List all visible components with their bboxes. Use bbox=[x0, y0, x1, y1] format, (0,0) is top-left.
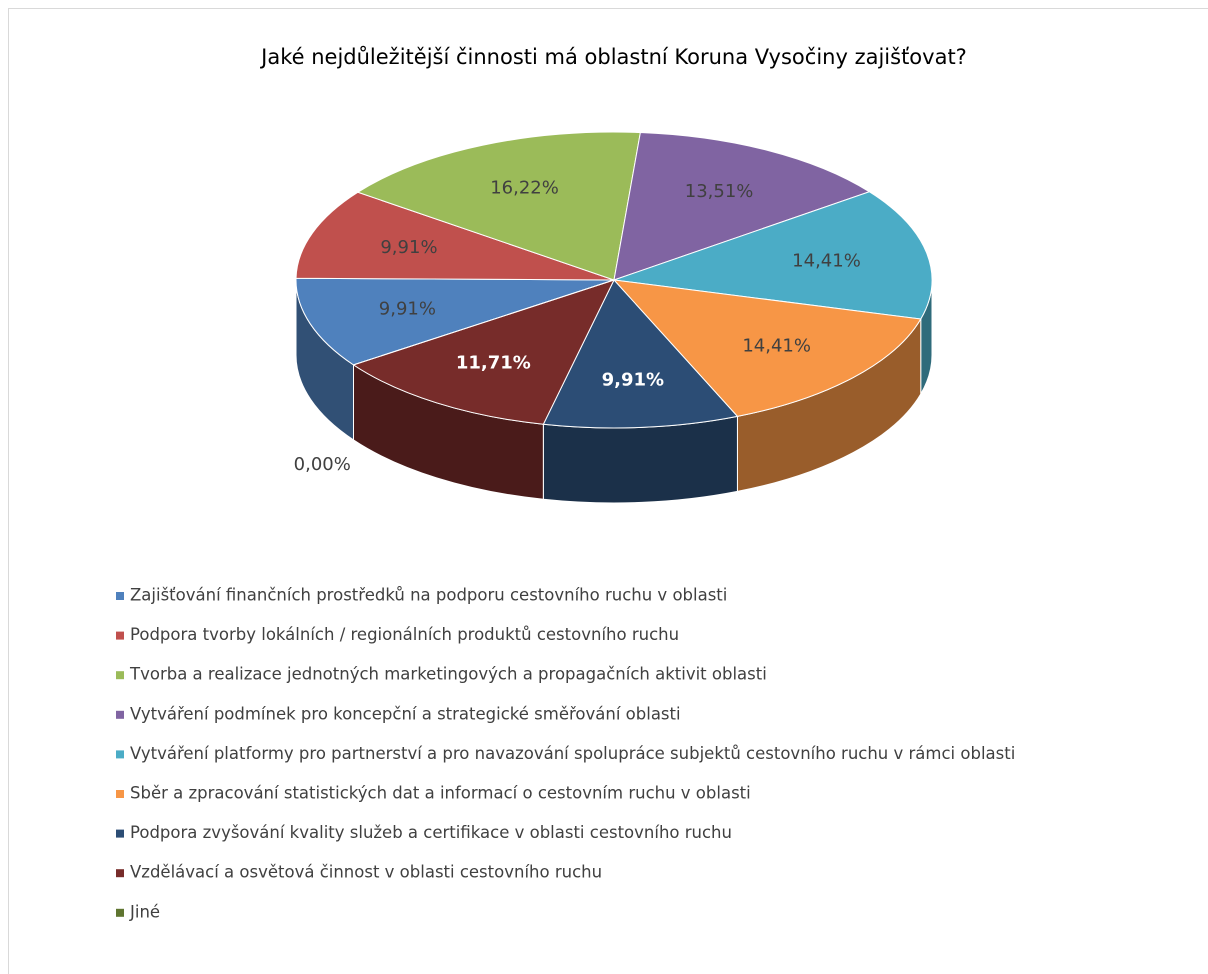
legend-swatch bbox=[116, 908, 124, 917]
slice bbox=[542, 279, 739, 429]
legend-label: Jiné bbox=[129, 902, 160, 921]
legend-swatch bbox=[116, 631, 124, 640]
legend-swatch bbox=[116, 750, 124, 759]
slice bbox=[295, 277, 615, 366]
data-label: 16,22% bbox=[490, 177, 559, 198]
slice bbox=[356, 131, 641, 281]
slice bbox=[613, 131, 871, 281]
legend-label: Vzdělávací a osvětová činnost v oblasti … bbox=[130, 863, 602, 882]
data-label: 14,41% bbox=[742, 335, 811, 356]
slice bbox=[352, 279, 615, 425]
data-label: 9,91% bbox=[379, 299, 436, 320]
legend-label: Vytváření platformy pro partnerství a pr… bbox=[130, 744, 1015, 763]
data-label: 0,00% bbox=[294, 454, 351, 475]
slice bbox=[295, 191, 615, 281]
slice bbox=[613, 191, 933, 320]
slice-side bbox=[542, 415, 738, 504]
legend-swatch bbox=[116, 869, 124, 878]
slice bbox=[612, 279, 922, 417]
data-label: 13,51% bbox=[685, 181, 754, 202]
legend-label: Vytváření podmínek pro koncepční a strat… bbox=[130, 704, 681, 723]
slice bbox=[353, 279, 615, 366]
legend-swatch bbox=[116, 790, 124, 798]
legend-swatch bbox=[116, 829, 124, 838]
legend-swatch bbox=[116, 710, 124, 719]
legend-swatch bbox=[116, 671, 124, 680]
data-label: 9,91% bbox=[602, 369, 664, 390]
data-label: 11,71% bbox=[456, 353, 531, 374]
legend-label: Zajišťování finančních prostředků na pod… bbox=[130, 586, 727, 605]
legend-label: Sběr a zpracování statistických dat a in… bbox=[130, 784, 751, 803]
legend-label: Podpora zvyšování kvality služeb a certi… bbox=[130, 823, 732, 842]
data-label: 14,41% bbox=[792, 250, 861, 271]
chart-title: Jaké nejdůležitější činnosti má oblastní… bbox=[259, 45, 967, 69]
legend-swatch bbox=[116, 592, 124, 600]
data-label: 9,91% bbox=[380, 237, 437, 258]
legend-label: Tvorba a realizace jednotných marketingo… bbox=[129, 665, 767, 684]
legend-label: Podpora tvorby lokálních / regionálních … bbox=[130, 625, 679, 644]
